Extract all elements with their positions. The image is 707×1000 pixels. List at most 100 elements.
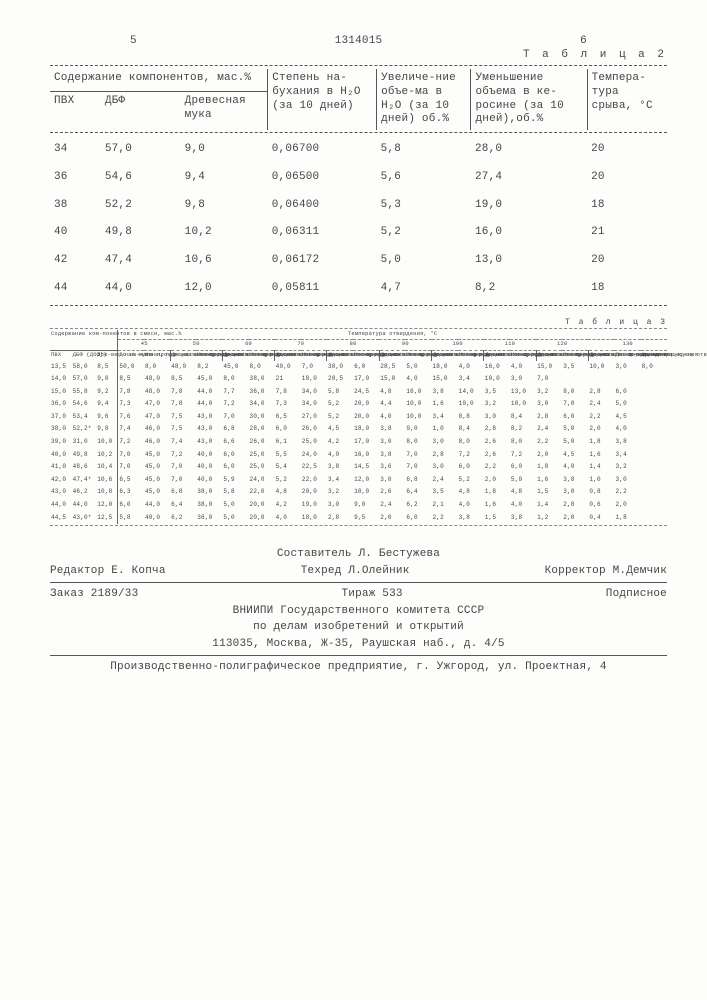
cell: 7,0 [170,474,196,487]
cell: 7,0 [301,361,327,374]
cell: 3,0 [614,361,640,374]
cell: 3,0 [484,411,510,424]
cell: 10,2 [181,219,268,247]
cell: 5,0 [405,361,431,374]
cell: 21 [275,373,301,386]
cell: 9,8 [181,192,268,220]
cell: 25,0 [249,449,275,462]
cell: 38,0 [196,486,222,499]
cell: 18,0 [353,423,379,436]
phase-end: Конец про-цесса от-вер-жде-ния [249,350,275,360]
phase-before: До на-чала про-цес-са от-вер-жде-ния [118,350,144,360]
cell: 34,0 [301,386,327,399]
cell: 1,6 [588,449,614,462]
cell: 18,0 [432,361,458,374]
cell: 24,5 [353,386,379,399]
cell: 3,2 [536,386,562,399]
sign: Подписное [606,586,667,603]
phase-before: До на-чала про-цес-са от-вер-жде-ния [379,350,405,360]
cell: 2,1 [432,499,458,512]
t2-col6: Уменьшение объема в ке-росине (за 10 дне… [471,69,587,130]
cell: 16,0 [471,219,587,247]
corrector: Корректор М.Демчик [545,563,667,580]
cell: 16,0 [405,386,431,399]
cell: 20,0 [353,411,379,424]
cell: 8,5 [170,373,196,386]
rule [50,305,667,306]
cell: 3,8 [458,512,484,525]
cell: 2,2 [484,461,510,474]
cell: 40,0 [275,361,301,374]
cell: 47,4* [72,474,97,487]
cell: 4,0 [458,499,484,512]
cell: 7,5 [170,411,196,424]
cell: 0,6 [588,499,614,512]
phase-end: Конец про-цесса от-вер-жде-ния [562,350,588,360]
cell: 5,2 [327,411,353,424]
cell: 6,8 [405,474,431,487]
cell: 22,0 [301,474,327,487]
cell: 45,0 [222,361,248,374]
cell: 9,4 [96,398,118,411]
mix-col: Дре-вес-ная мука [96,350,118,360]
cell: 34,0 [301,398,327,411]
doc-number: 1314015 [335,35,383,47]
phase-before: До на-чала про-цес-са от-вер-жде-ния [275,350,301,360]
cell: 6,0 [222,461,248,474]
cell: 1,4 [588,461,614,474]
cell: 4,0 [614,423,640,436]
cell: 44,5 [50,512,72,525]
phase-end: Конец про-цесса от-вер-жде-ния [144,350,170,360]
table-3: Содержание ком-понентов в смеси, мас.% Т… [50,330,667,525]
cell: 40,0 [196,449,222,462]
cell: 44,0 [144,499,170,512]
cell: 18,0 [301,512,327,525]
cell: 1,6 [536,474,562,487]
cell: 7,8 [275,386,301,399]
cell: 40,0 [196,474,222,487]
cell: 1,2 [536,512,562,525]
rule [50,132,667,133]
phase-end: Конец про-цесса от-вер-жде-ния [458,350,484,360]
cell: 3,0 [510,373,536,386]
cell: 6,2 [170,512,196,525]
cell: 8,2 [510,423,536,436]
temp-col: 50 [170,340,222,351]
cell: 26,0 [249,436,275,449]
cell: 5,0 [222,499,248,512]
cell: 1,0 [432,423,458,436]
cell: 6,0 [405,512,431,525]
cell: 7,0 [118,449,144,462]
cell: 10,0 [405,398,431,411]
cell: 7,3 [118,398,144,411]
cell: 40 [50,219,101,247]
cell: 55,8 [72,386,97,399]
cell: 2,0 [562,512,588,525]
cell: 1,8 [484,486,510,499]
cell: 10,0 [588,361,614,374]
cell: 7,2 [458,449,484,462]
cell: 7,5 [170,423,196,436]
footer: Составитель Л. Бестужева Редактор Е. Коп… [50,546,667,676]
cell: 27,0 [301,411,327,424]
cell [641,398,667,411]
cell: 6,0 [353,361,379,374]
cell: 20,5 [327,373,353,386]
cell: 10,0 [405,411,431,424]
cell [641,512,667,525]
tirage: Тираж 533 [341,586,402,603]
cell: 0,05811 [268,275,377,303]
cell: 7,8 [170,386,196,399]
table-row: 43,046,210,86,345,06,838,05,822,04,820,0… [50,486,667,499]
cell: 9,5 [353,512,379,525]
cell [641,386,667,399]
cell [588,373,614,386]
cell: 2,2 [588,411,614,424]
cell: 9,2 [96,386,118,399]
cell: 24,0 [301,449,327,462]
cell: 15,0 [432,373,458,386]
cell: 2,6 [484,449,510,462]
cell: 1,0 [588,474,614,487]
t2-col1: ПВХ [50,92,101,130]
cell: 1,8 [614,512,640,525]
